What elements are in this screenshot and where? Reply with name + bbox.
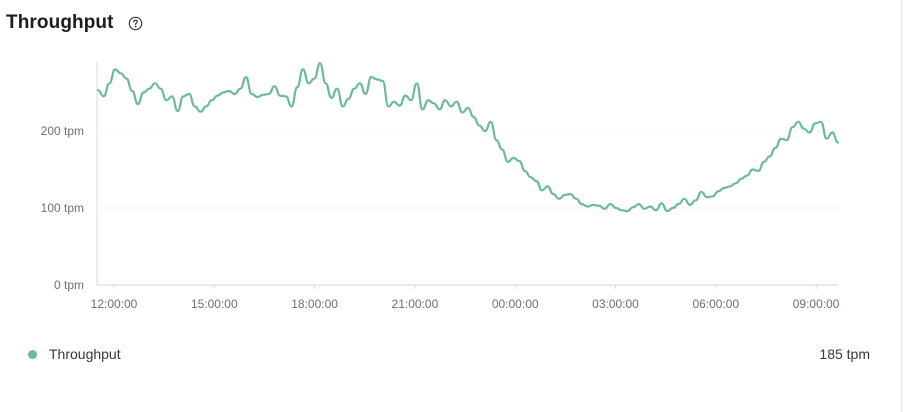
panel-title: Throughput — [6, 12, 114, 33]
y-axis-ticks: 0 tpm 100 tpm 200 tpm — [41, 124, 84, 292]
legend-item-throughput[interactable]: Throughput — [28, 346, 121, 362]
chart-legend: Throughput 185 tpm — [28, 346, 870, 362]
x-tick-label: 21:00:00 — [392, 297, 439, 311]
x-tick-label: 06:00:00 — [692, 297, 739, 311]
x-tick-label: 15:00:00 — [191, 297, 238, 311]
series-line-throughput — [96, 62, 840, 213]
panel-border — [901, 0, 902, 412]
legend-current-value: 185 tpm — [819, 346, 870, 362]
y-tick-label: 200 tpm — [41, 124, 84, 138]
x-tick-label: 18:00:00 — [291, 297, 338, 311]
series-points — [97, 63, 839, 212]
x-axis-ticks: 12:00:00 15:00:00 18:00:00 21:00:00 00:00:00… — [91, 285, 840, 311]
legend-swatch — [28, 349, 37, 359]
x-tick-label: 09:00:00 — [793, 297, 840, 311]
series-layer — [96, 62, 840, 213]
grid-lines — [97, 130, 838, 209]
question-circle-icon-glyph — [128, 16, 143, 30]
throughput-chart[interactable]: 0 tpm 100 tpm 200 tpm 12:00:00 15:00:00 18:0… — [0, 0, 906, 340]
axes — [96, 62, 838, 286]
y-tick-label: 100 tpm — [41, 201, 84, 215]
x-tick-label: 03:00:00 — [592, 297, 639, 311]
y-tick-label: 0 tpm — [54, 278, 84, 292]
question-circle-icon[interactable] — [128, 15, 144, 31]
x-tick-label: 12:00:00 — [91, 297, 138, 311]
legend-series-label: Throughput — [49, 346, 121, 362]
x-tick-label: 00:00:00 — [492, 297, 539, 311]
panel-header: Throughput — [6, 12, 144, 34]
